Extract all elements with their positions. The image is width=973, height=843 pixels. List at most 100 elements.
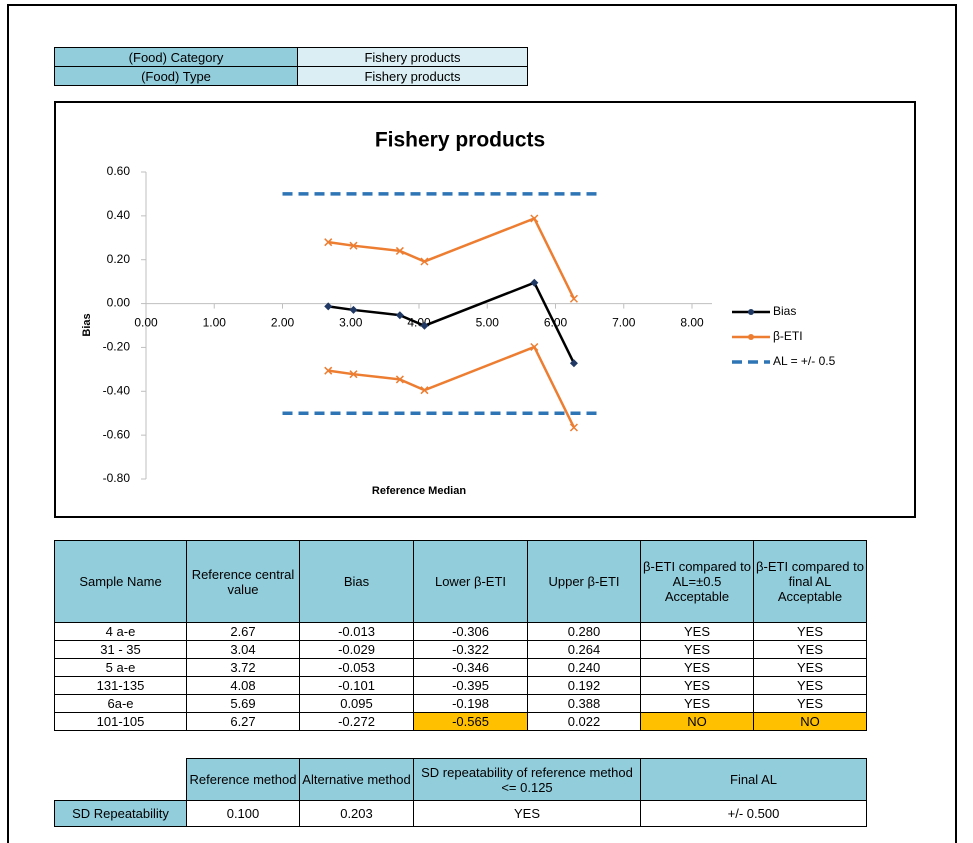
x-tick-label: 1.00 [203,316,227,330]
cell: 0.203 [299,800,414,827]
marker [324,302,333,311]
chart: Fishery products Reference Median Bias -… [54,101,916,518]
y-axis-title: Bias [81,313,93,336]
cell: -0.306 [413,622,528,641]
cell: 0.264 [527,640,641,659]
cell: 5 a-e [54,658,187,677]
header-cell: β-ETI compared to final AL Acceptable [753,540,867,623]
cell: YES [753,658,867,677]
cell: 5.69 [186,694,300,713]
y-tick-label: -0.20 [103,340,131,354]
cell: 0.095 [299,694,414,713]
cell: 0.100 [186,800,300,827]
cell: 101-105 [54,712,187,731]
cell: NO [640,712,754,731]
cell: 0.280 [527,622,641,641]
chart-title: Fishery products [375,129,545,152]
y-tick-label: -0.40 [103,383,131,397]
x-tick-label: 6.00 [544,316,568,330]
cell: 0.240 [527,658,641,677]
cell: YES [640,640,754,659]
legend-label: β-ETI [773,329,803,343]
row-label: SD Repeatability [54,800,187,827]
marker [349,305,358,314]
cell: 31 - 35 [54,640,187,659]
marker [324,238,333,247]
cell: 6.27 [186,712,300,731]
header-cell: SD repeatability of reference method <= … [413,758,641,801]
x-tick-label: 2.00 [271,316,295,330]
x-tick-label: 3.00 [339,316,363,330]
cell: +/- 0.500 [640,800,867,827]
y-tick-label: -0.60 [103,427,131,441]
marker [420,386,429,395]
x-tick-label: 5.00 [476,316,500,330]
marker [349,241,358,250]
cell: -0.013 [299,622,414,641]
cell: 3.72 [186,658,300,677]
cell: YES [753,622,867,641]
legend-marker [748,309,754,315]
y-tick-label: 0.40 [107,208,131,222]
marker [395,311,404,320]
marker [569,423,578,432]
x-axis-title: Reference Median [372,485,466,497]
legend-marker [748,334,754,340]
frame [7,4,957,843]
cell: YES [753,676,867,695]
x-tick-label: 8.00 [680,316,704,330]
cell: (Food) Category [54,47,298,67]
cell: 0.388 [527,694,641,713]
cell: YES [753,694,867,713]
legend-label: Bias [773,304,796,318]
marker [349,370,358,379]
cell: (Food) Type [54,66,298,86]
cell: -0.395 [413,676,528,695]
repeatability-table: Reference method Alternative method SD r… [54,758,867,827]
header-cell: Final AL [640,758,867,801]
cell: 4 a-e [54,622,187,641]
cell: 0.022 [527,712,641,731]
cell: YES [640,622,754,641]
marker [530,214,539,223]
header-cell: Sample Name [54,540,187,623]
marker [569,359,578,368]
cell: 131-135 [54,676,187,695]
legend-label: AL = +/- 0.5 [773,354,836,368]
cell: 4.08 [186,676,300,695]
series-line [328,216,576,300]
marker [395,246,404,255]
series-line [328,281,576,364]
marker [420,321,429,330]
results-table: Sample Name Reference central value Bias… [54,540,867,731]
marker [569,294,578,303]
cell: 6a-e [54,694,187,713]
marker [420,257,429,266]
cell: YES [640,694,754,713]
cell: -0.198 [413,694,528,713]
cell: Fishery products [297,47,528,67]
cell: 2.67 [186,622,300,641]
y-tick-label: 0.00 [107,296,131,310]
header-cell: Reference central value [186,540,300,623]
cell: -0.565 [413,712,528,731]
cell: -0.272 [299,712,414,731]
header-cell: Reference method [186,758,300,801]
x-tick-label: 7.00 [612,316,636,330]
header-cell: Bias [299,540,414,623]
marker [395,375,404,384]
cell: -0.322 [413,640,528,659]
cell: -0.029 [299,640,414,659]
cell: 3.04 [186,640,300,659]
cell: YES [640,658,754,677]
series-line [328,345,576,429]
y-tick-label: -0.80 [103,471,131,485]
header-cell: β-ETI compared to AL=±0.5 Acceptable [640,540,754,623]
header-cell: Lower β-ETI [413,540,528,623]
x-tick-label: 0.00 [134,316,158,330]
cell: YES [413,800,641,827]
cell: NO [753,712,867,731]
marker [530,278,539,287]
cell: -0.053 [299,658,414,677]
